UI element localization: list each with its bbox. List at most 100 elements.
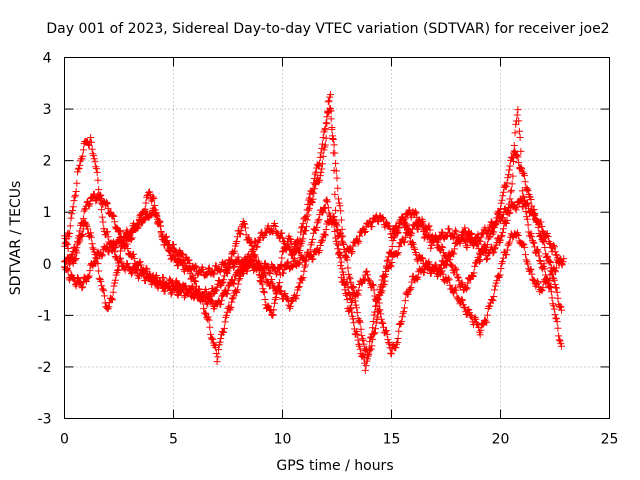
data-point xyxy=(207,334,215,342)
data-point xyxy=(263,263,271,271)
data-point xyxy=(159,273,167,281)
x-tick-label: 25 xyxy=(601,432,619,448)
data-point xyxy=(517,195,525,203)
data-point xyxy=(522,256,530,264)
data-point xyxy=(489,249,497,257)
data-point xyxy=(366,217,374,225)
data-point xyxy=(159,274,167,282)
data-point xyxy=(316,247,324,255)
data-point xyxy=(150,275,158,283)
data-point xyxy=(79,146,87,154)
data-point xyxy=(168,289,176,297)
data-point xyxy=(129,229,137,237)
data-point xyxy=(491,286,499,294)
data-point xyxy=(551,280,559,288)
data-point xyxy=(424,223,432,231)
data-point xyxy=(393,250,401,258)
data-point xyxy=(79,230,87,238)
data-point xyxy=(394,249,402,257)
data-point xyxy=(67,214,75,222)
data-point xyxy=(375,299,383,307)
data-point xyxy=(295,240,303,248)
data-point xyxy=(258,280,266,288)
data-point xyxy=(540,260,548,268)
data-point xyxy=(515,127,523,135)
y-tick-label: -3 xyxy=(38,412,52,428)
data-point xyxy=(116,228,124,236)
data-point xyxy=(95,267,103,275)
data-point xyxy=(264,302,272,310)
data-point xyxy=(419,254,427,262)
data-point xyxy=(517,163,525,171)
data-point xyxy=(503,246,511,254)
data-point xyxy=(513,111,521,119)
data-point xyxy=(102,200,110,208)
data-point xyxy=(85,272,93,280)
y-tick-label: 1 xyxy=(43,205,52,221)
data-point xyxy=(84,225,92,233)
data-point xyxy=(234,253,242,261)
data-point xyxy=(395,243,403,251)
data-point xyxy=(538,223,546,231)
data-point xyxy=(186,286,194,294)
data-point xyxy=(105,303,113,311)
data-point xyxy=(305,252,313,260)
data-point xyxy=(401,215,409,223)
data-point xyxy=(401,304,409,312)
x-axis-label: GPS time / hours xyxy=(276,458,393,474)
data-point xyxy=(221,318,229,326)
data-point xyxy=(93,168,101,176)
data-point xyxy=(315,162,323,170)
data-point xyxy=(334,245,342,253)
data-point xyxy=(271,295,279,303)
data-point xyxy=(401,233,409,241)
data-point xyxy=(246,262,254,270)
data-point xyxy=(308,239,316,247)
data-point xyxy=(305,252,313,260)
data-point xyxy=(350,283,358,291)
data-point xyxy=(120,241,128,249)
data-point xyxy=(322,134,330,142)
data-point xyxy=(308,198,316,206)
data-point xyxy=(361,229,369,237)
data-point xyxy=(141,205,149,213)
plot-area xyxy=(61,91,568,374)
data-point xyxy=(252,253,260,261)
data-point xyxy=(558,342,566,350)
data-point xyxy=(241,259,249,267)
data-point xyxy=(326,212,334,220)
data-point xyxy=(272,270,280,278)
data-point xyxy=(310,179,318,187)
data-point xyxy=(550,276,558,284)
data-point xyxy=(399,309,407,317)
data-point xyxy=(83,138,91,146)
data-point xyxy=(544,233,552,241)
data-point xyxy=(316,176,324,184)
data-point xyxy=(302,257,310,265)
data-point xyxy=(477,250,485,258)
data-point xyxy=(217,300,225,308)
data-point xyxy=(266,269,274,277)
data-point xyxy=(228,295,236,303)
data-point xyxy=(368,342,376,350)
data-point xyxy=(84,274,92,282)
data-point xyxy=(112,243,120,251)
data-point xyxy=(380,273,388,281)
data-point xyxy=(432,235,440,243)
data-point xyxy=(333,222,341,230)
data-point xyxy=(400,308,408,316)
data-point xyxy=(385,340,393,348)
data-point xyxy=(229,263,237,271)
data-point xyxy=(506,209,514,217)
data-point xyxy=(177,258,185,266)
data-point xyxy=(540,238,548,246)
data-point xyxy=(431,234,439,242)
data-point xyxy=(432,265,440,273)
data-point xyxy=(114,266,122,274)
data-point xyxy=(231,247,239,255)
data-point xyxy=(476,237,484,245)
data-point xyxy=(557,303,565,311)
data-point xyxy=(483,255,491,263)
data-point xyxy=(346,275,354,283)
data-point xyxy=(332,167,340,175)
